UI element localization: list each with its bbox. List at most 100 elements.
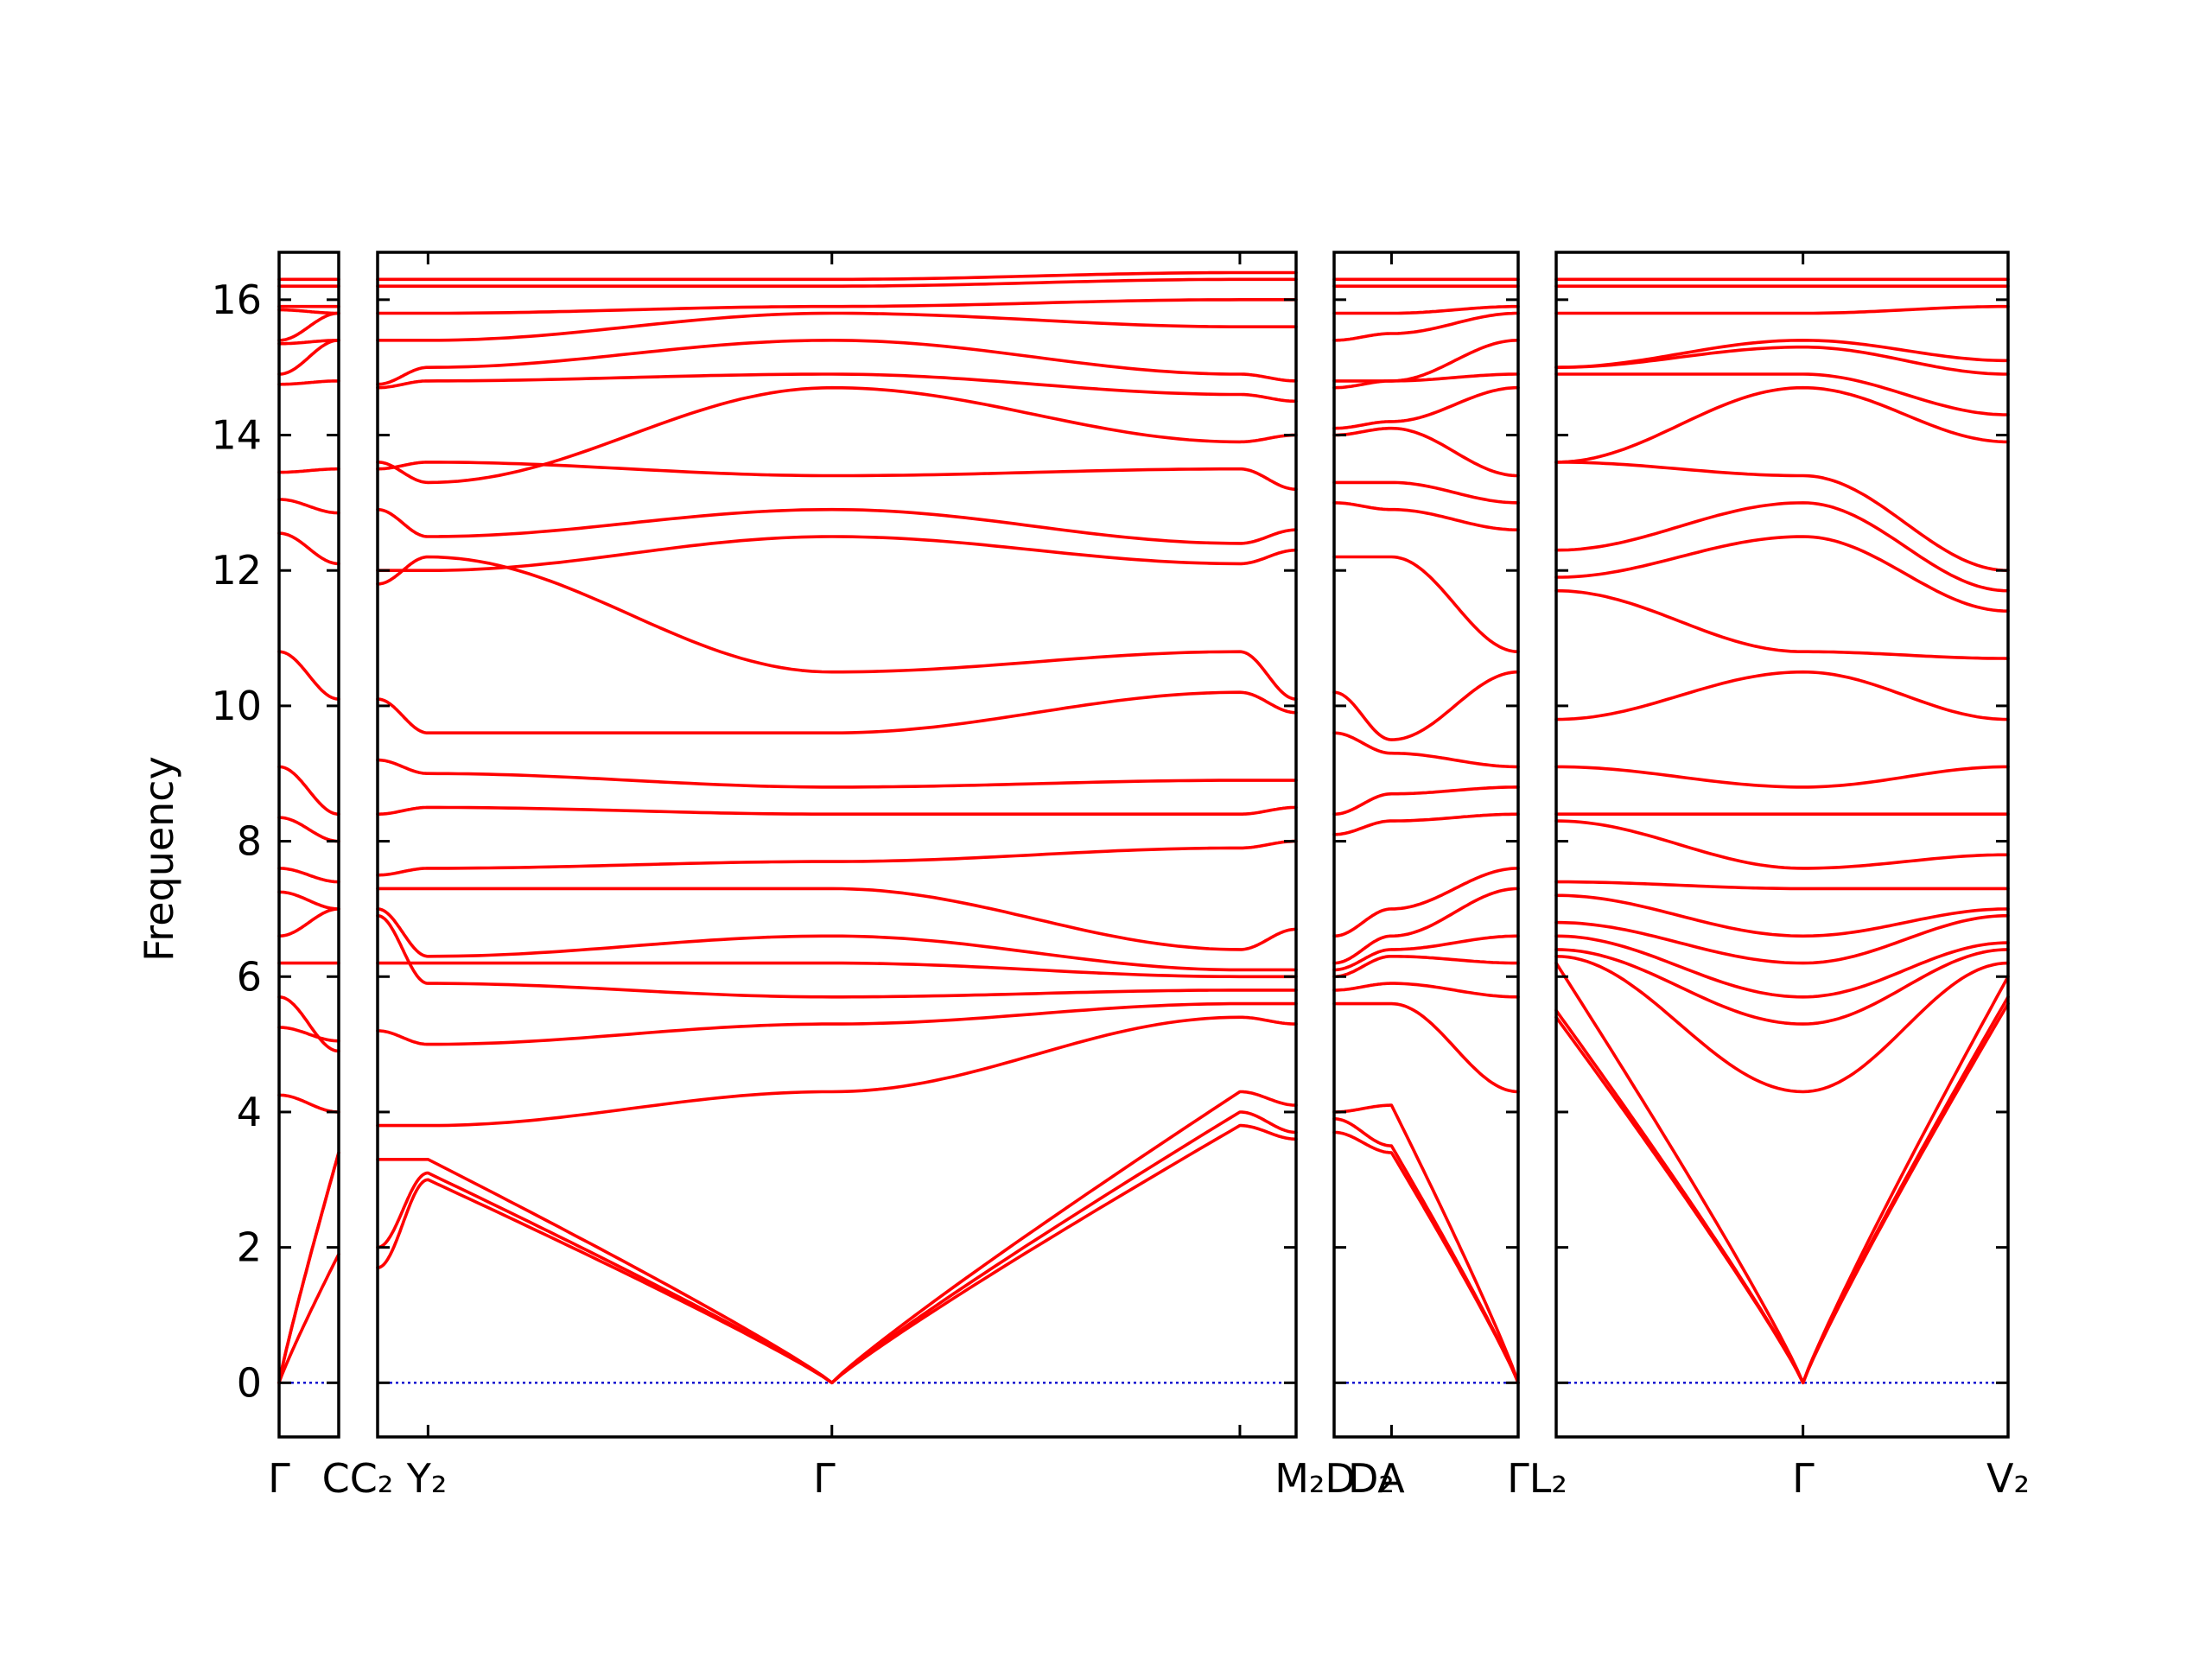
x-tick-label: CC₂	[322, 1455, 394, 1502]
phonon-band-10	[376, 839, 1298, 877]
phonon-band-7	[1554, 914, 2010, 965]
phonon-band-13	[1332, 670, 1520, 741]
phonon-band-17	[1332, 426, 1520, 478]
phonon-band-8	[376, 907, 1298, 972]
phonon-band-8	[1554, 893, 2010, 938]
y-tick-label: 16	[211, 276, 262, 323]
phonon-band-6	[376, 914, 1298, 999]
phonon-band-5	[1554, 948, 2010, 1026]
phonon-band-9	[277, 890, 340, 911]
phonon-band-6	[277, 995, 340, 1053]
y-tick-label: 6	[237, 953, 262, 1000]
phonon-band-22	[1554, 304, 2010, 315]
x-tick-label: M₂D	[1274, 1455, 1356, 1502]
phonon-band-11	[277, 816, 340, 843]
panel-2	[376, 251, 1298, 1439]
y-tick-label: 14	[211, 412, 262, 459]
phonon-band-19	[277, 339, 340, 346]
phonon-band-15	[1332, 501, 1520, 531]
phonon-band-22	[1332, 304, 1520, 315]
phonon-band-8	[1332, 887, 1520, 965]
phonon-band-9	[376, 887, 1298, 951]
phonon-band-2	[376, 1110, 1298, 1385]
phonon-band-7	[376, 961, 1298, 979]
phonon-band-5	[376, 1001, 1298, 1046]
phonon-band-21	[1554, 339, 2010, 369]
x-tick-label: Y₂	[406, 1455, 448, 1502]
phonon-band-16	[277, 467, 340, 474]
phonon-band-17	[1554, 461, 2010, 572]
phonon-band-22	[376, 298, 1298, 315]
phonon-band-14	[1554, 588, 2010, 660]
phonon-band-9	[1332, 867, 1520, 938]
phonon-band-5	[1332, 982, 1520, 999]
panel-4	[1554, 251, 2010, 1439]
phonon-band-14	[277, 531, 340, 566]
y-tick-label: 12	[211, 547, 262, 594]
phonon-band-15	[1554, 535, 2010, 613]
phonon-band-9	[1554, 880, 2010, 891]
phonon-band-7	[1332, 934, 1520, 972]
phonon-band-18	[376, 385, 1298, 485]
phonon-band-13	[376, 690, 1298, 734]
phonon-band-13	[1554, 670, 2010, 721]
phonon-band-21	[1332, 311, 1520, 342]
panel-3	[1332, 251, 1520, 1439]
phonon-band-11	[1332, 785, 1520, 816]
phonon-band-17	[277, 379, 340, 386]
y-tick-label: 4	[237, 1089, 262, 1135]
panel-frame	[1554, 251, 2010, 1439]
phonon-band-4	[1554, 955, 2010, 1094]
x-tick-label: A	[1377, 1455, 1405, 1502]
y-axis-label: Frequency	[136, 756, 182, 962]
phonon-band-1	[277, 1252, 340, 1385]
phonon-band-3	[277, 1151, 340, 1385]
x-tick-label: Γ	[1792, 1455, 1815, 1502]
phonon-band-2	[1332, 1117, 1520, 1385]
panels-layer	[277, 251, 2010, 1439]
phonon-band-1	[1554, 1001, 2010, 1385]
phonon-band-5	[277, 1026, 340, 1043]
x-tick-label: Γ	[268, 1455, 290, 1502]
panel-frame	[1332, 251, 1520, 1439]
panel-1	[277, 251, 340, 1439]
phonon-band-8	[277, 907, 340, 938]
y-tick-label: 8	[237, 818, 262, 865]
phonon-band-14	[1332, 555, 1520, 653]
phonon-band-21	[376, 311, 1298, 342]
phonon-band-17	[376, 461, 1298, 491]
phonon-band-10	[1554, 819, 2010, 870]
phonon-band-12	[1554, 765, 2010, 789]
phonon-band-4	[1332, 1001, 1520, 1094]
phonon-band-4	[277, 1093, 340, 1114]
phonon-band-6	[1332, 955, 1520, 979]
phonon-band-20	[1332, 339, 1520, 383]
panel-frame	[376, 251, 1298, 1439]
y-tick-label: 2	[237, 1224, 262, 1271]
phonon-band-10	[277, 867, 340, 884]
x-tick-label: Γ	[813, 1455, 836, 1502]
y-tick-label: 0	[237, 1359, 262, 1406]
panel-frame	[277, 251, 340, 1439]
phonon-band-18	[1332, 385, 1520, 430]
phonon-band-4	[376, 1015, 1298, 1128]
x-tick-label: ΓL₂	[1507, 1455, 1567, 1502]
phonon-band-18	[1554, 385, 2010, 464]
phonon-band-16	[1554, 501, 2010, 593]
phonon-band-20	[277, 311, 340, 342]
phonon-band-11	[376, 805, 1298, 816]
y-tick-label: 10	[211, 683, 262, 729]
phonon-band-12	[1332, 731, 1520, 769]
phonon-band-10	[1332, 812, 1520, 836]
phonon-band-19	[1554, 372, 2010, 416]
phonon-band-20	[376, 339, 1298, 386]
phonon-band-12	[376, 758, 1298, 789]
phonon-band-1	[376, 1123, 1298, 1385]
phonon-band-24	[376, 270, 1298, 282]
phonon-band-21	[277, 308, 340, 315]
phonon-band-19	[376, 372, 1298, 404]
phonon-band-23	[376, 277, 1298, 288]
x-tick-label: D₂	[1348, 1455, 1395, 1502]
